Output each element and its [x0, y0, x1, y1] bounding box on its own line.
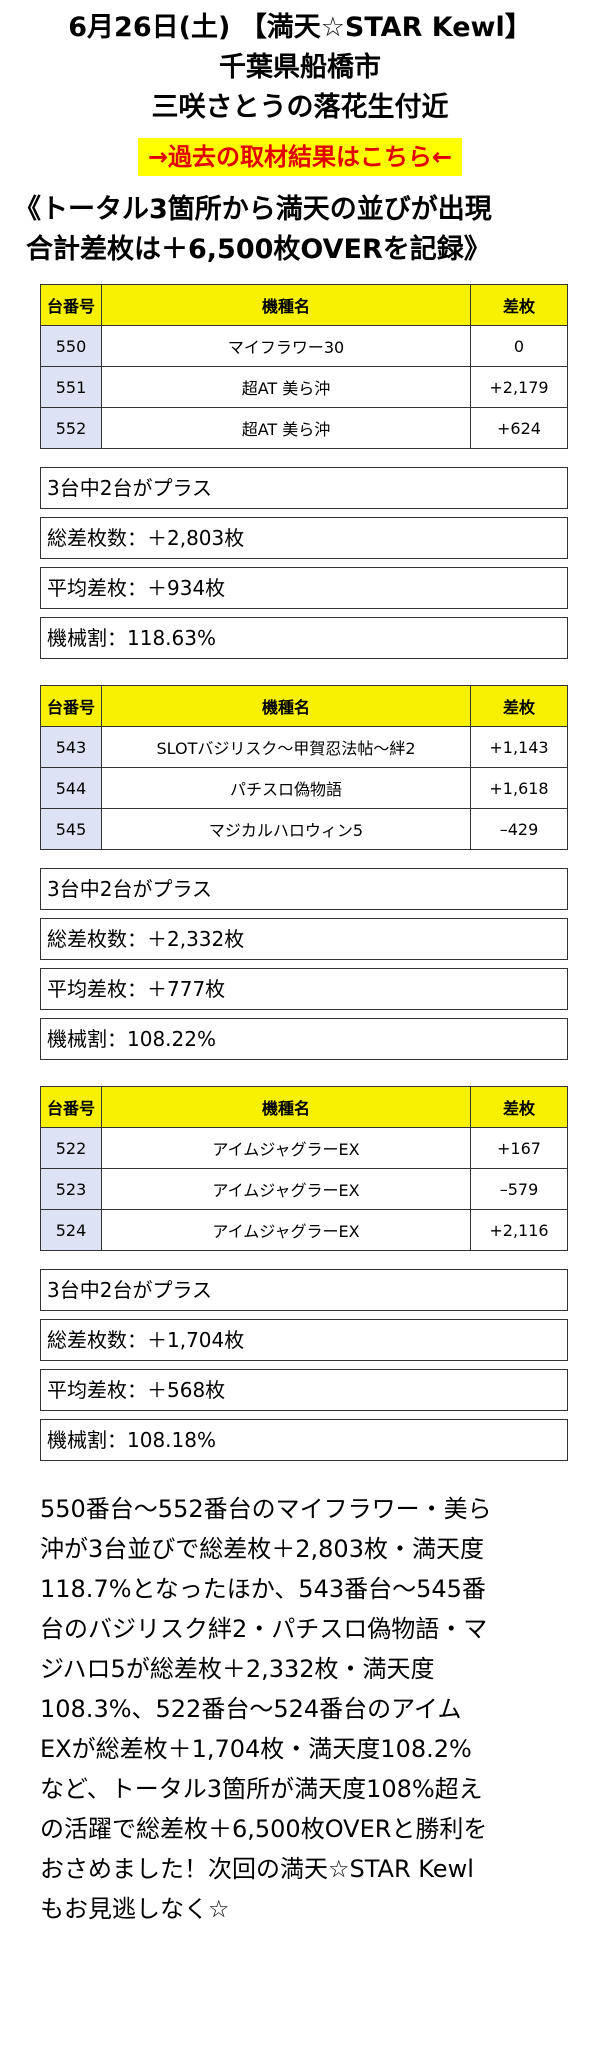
machine-name: マジカルハロウィン5: [101, 808, 471, 850]
summary-line: もお見逃しなく☆: [40, 1895, 230, 1923]
coin-diff: +1,618: [470, 767, 568, 809]
result-group: 台番号 機種名 差枚 543 SLOTバジリスク～甲賀忍法帖～絆2 +1,143 544 パチ…: [0, 685, 600, 1060]
col-header-diff: 差枚: [470, 284, 568, 326]
col-header-machine: 機種名: [101, 284, 471, 326]
results-table: 台番号 機種名 差枚 522 アイムジャグラーEX +167 523 アイムジャグラーEX –5…: [40, 1086, 568, 1251]
summary-line: の活躍で総差枚＋6,500枚OVERと勝利を: [40, 1815, 488, 1843]
header: 6月26日(土) 【満天☆STAR Kewl】 千葉県船橋市 三咲さとうの落花生…: [0, 0, 600, 176]
summary-line: 118.7%となったほか、543番台～545番: [40, 1575, 486, 1603]
average-diff: 平均差枚：＋568枚: [40, 1369, 568, 1411]
machine-number: 552: [40, 407, 102, 449]
result-group: 台番号 機種名 差枚 550 マイフラワー30 0 551 超AT 美ら沖 +2,179 552 超…: [0, 284, 600, 659]
result-group: 台番号 機種名 差枚 522 アイムジャグラーEX +167 523 アイムジャグラーEX –5…: [0, 1086, 600, 1461]
col-header-number: 台番号: [40, 685, 102, 727]
coin-diff: +624: [470, 407, 568, 449]
machine-number: 545: [40, 808, 102, 850]
machine-number: 551: [40, 366, 102, 408]
machine-name: SLOTバジリスク～甲賀忍法帖～絆2: [101, 726, 471, 768]
summary-line: 沖が3台並びで総差枚＋2,803枚・満天度: [40, 1535, 484, 1563]
machine-name: アイムジャグラーEX: [101, 1168, 471, 1210]
table-row: 551 超AT 美ら沖 +2,179: [40, 366, 568, 408]
location-city: 千葉県船橋市: [219, 52, 381, 83]
table-header-row: 台番号 機種名 差枚: [40, 1086, 568, 1128]
average-diff: 平均差枚：＋934枚: [40, 567, 568, 609]
table-row: 524 アイムジャグラーEX +2,116: [40, 1209, 568, 1251]
headline-line-2: 合計差枚は＋6,500枚OVERを記録》: [26, 234, 491, 265]
table-row: 544 パチスロ偽物語 +1,618: [40, 767, 568, 809]
results-table: 台番号 機種名 差枚 543 SLOTバジリスク～甲賀忍法帖～絆2 +1,143 544 パチ…: [40, 685, 568, 850]
results-groups: 台番号 機種名 差枚 550 マイフラワー30 0 551 超AT 美ら沖 +2,179 552 超…: [0, 284, 600, 1461]
col-header-number: 台番号: [40, 1086, 102, 1128]
summary-line: おさめました！次回の満天☆STAR Kewl: [40, 1855, 474, 1883]
results-table: 台番号 機種名 差枚 550 マイフラワー30 0 551 超AT 美ら沖 +2,179 552 超…: [40, 284, 568, 449]
col-header-machine: 機種名: [101, 685, 471, 727]
table-row: 552 超AT 美ら沖 +624: [40, 407, 568, 449]
table-row: 545 マジカルハロウィン5 –429: [40, 808, 568, 850]
machine-name: アイムジャグラーEX: [101, 1209, 471, 1251]
summary-line: EXが総差枚＋1,704枚・満天度108.2%: [40, 1735, 472, 1763]
machine-number: 543: [40, 726, 102, 768]
machine-name: マイフラワー30: [101, 325, 471, 367]
summary-line: 550番台～552番台のマイフラワー・美ら: [40, 1495, 492, 1523]
table-row: 550 マイフラワー30 0: [40, 325, 568, 367]
total-diff: 総差枚数：＋2,332枚: [40, 918, 568, 960]
machine-rate: 機械割：108.18%: [40, 1419, 568, 1461]
summary-text: 550番台～552番台のマイフラワー・美ら 沖が3台並びで総差枚＋2,803枚・満…: [40, 1489, 575, 1929]
col-header-machine: 機種名: [101, 1086, 471, 1128]
page: 6月26日(土) 【満天☆STAR Kewl】 千葉県船橋市 三咲さとうの落花生…: [0, 0, 600, 1929]
coin-diff: –429: [470, 808, 568, 850]
headline-line-1: 《トータル3箇所から満天の並びが出現: [14, 194, 492, 225]
average-diff: 平均差枚：＋777枚: [40, 968, 568, 1010]
machine-rate: 機械割：118.63%: [40, 617, 568, 659]
group-stats: 3台中2台がプラス 総差枚数：＋2,803枚 平均差枚：＋934枚 機械割：118.6…: [0, 467, 600, 659]
table-row: 523 アイムジャグラーEX –579: [40, 1168, 568, 1210]
location-area: 三咲さとうの落花生付近: [151, 92, 449, 123]
machine-name: 超AT 美ら沖: [101, 407, 471, 449]
col-header-diff: 差枚: [470, 1086, 568, 1128]
machine-number: 550: [40, 325, 102, 367]
page-title: 6月26日(土) 【満天☆STAR Kewl】: [68, 12, 532, 43]
table-row: 522 アイムジャグラーEX +167: [40, 1127, 568, 1169]
coin-diff: –579: [470, 1168, 568, 1210]
table-header-row: 台番号 機種名 差枚: [40, 685, 568, 727]
machine-rate: 機械割：108.22%: [40, 1018, 568, 1060]
total-diff: 総差枚数：＋1,704枚: [40, 1319, 568, 1361]
machine-number: 524: [40, 1209, 102, 1251]
group-stats: 3台中2台がプラス 総差枚数：＋1,704枚 平均差枚：＋568枚 機械割：108.1…: [0, 1269, 600, 1461]
machine-name: アイムジャグラーEX: [101, 1127, 471, 1169]
summary-line: など、トータル3箇所が満天度108%超え: [40, 1775, 483, 1803]
summary-line: 108.3%、522番台～524番台のアイム: [40, 1695, 462, 1723]
plus-count: 3台中2台がプラス: [40, 1269, 568, 1311]
coin-diff: +2,116: [470, 1209, 568, 1251]
plus-count: 3台中2台がプラス: [40, 467, 568, 509]
table-header-row: 台番号 機種名 差枚: [40, 284, 568, 326]
summary-line: ジハロ5が総差枚＋2,332枚・満天度: [40, 1655, 435, 1683]
coin-diff: +167: [470, 1127, 568, 1169]
past-results-link[interactable]: →過去の取材結果はこちら←: [137, 138, 463, 176]
machine-number: 544: [40, 767, 102, 809]
machine-name: 超AT 美ら沖: [101, 366, 471, 408]
col-header-number: 台番号: [40, 284, 102, 326]
machine-number: 523: [40, 1168, 102, 1210]
group-stats: 3台中2台がプラス 総差枚数：＋2,332枚 平均差枚：＋777枚 機械割：108.2…: [0, 868, 600, 1060]
coin-diff: 0: [470, 325, 568, 367]
coin-diff: +1,143: [470, 726, 568, 768]
plus-count: 3台中2台がプラス: [40, 868, 568, 910]
table-row: 543 SLOTバジリスク～甲賀忍法帖～絆2 +1,143: [40, 726, 568, 768]
coin-diff: +2,179: [470, 366, 568, 408]
total-diff: 総差枚数：＋2,803枚: [40, 517, 568, 559]
machine-name: パチスロ偽物語: [101, 767, 471, 809]
col-header-diff: 差枚: [470, 685, 568, 727]
machine-number: 522: [40, 1127, 102, 1169]
summary-line: 台のバジリスク絆2・パチスロ偽物語・マ: [40, 1615, 488, 1643]
